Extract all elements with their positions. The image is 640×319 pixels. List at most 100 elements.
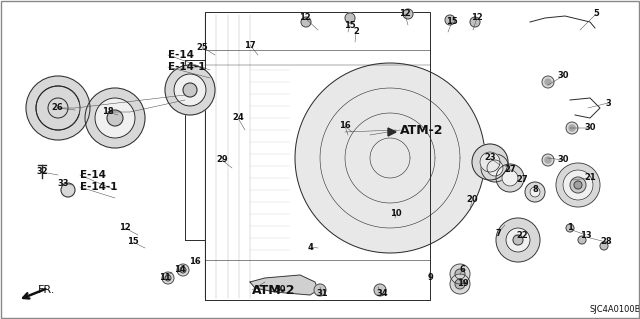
Text: 31: 31 — [316, 290, 328, 299]
Circle shape — [345, 13, 355, 23]
Circle shape — [472, 144, 508, 180]
Text: 2: 2 — [353, 27, 359, 36]
Text: 16: 16 — [339, 122, 351, 130]
Circle shape — [374, 284, 386, 296]
Polygon shape — [250, 275, 318, 295]
Text: 18: 18 — [102, 108, 114, 116]
Text: E-14: E-14 — [80, 170, 106, 180]
Circle shape — [496, 218, 540, 262]
Circle shape — [85, 88, 145, 148]
Polygon shape — [388, 128, 396, 136]
Text: 23: 23 — [484, 153, 496, 162]
Text: 11: 11 — [159, 273, 171, 283]
Circle shape — [180, 267, 186, 273]
Circle shape — [480, 152, 500, 172]
Circle shape — [525, 182, 545, 202]
Circle shape — [470, 17, 480, 27]
Text: 22: 22 — [516, 232, 528, 241]
Circle shape — [545, 79, 551, 85]
Circle shape — [545, 157, 551, 163]
Text: E-14: E-14 — [168, 50, 194, 60]
Text: 3: 3 — [605, 99, 611, 108]
Text: 27: 27 — [516, 175, 528, 184]
Circle shape — [450, 274, 470, 294]
Text: 14: 14 — [174, 265, 186, 275]
Circle shape — [450, 264, 470, 284]
Circle shape — [569, 125, 575, 131]
Circle shape — [566, 122, 578, 134]
Circle shape — [314, 284, 326, 296]
Circle shape — [455, 279, 465, 289]
Circle shape — [177, 264, 189, 276]
Circle shape — [574, 181, 582, 189]
Circle shape — [506, 228, 530, 252]
Circle shape — [455, 269, 465, 279]
Circle shape — [487, 160, 503, 176]
Circle shape — [165, 65, 215, 115]
Text: SJC4A0100B: SJC4A0100B — [590, 305, 640, 314]
Text: E-14-1: E-14-1 — [168, 62, 205, 72]
Text: 28: 28 — [600, 238, 612, 247]
Circle shape — [174, 74, 206, 106]
Circle shape — [445, 15, 455, 25]
Circle shape — [295, 63, 485, 253]
Text: 13: 13 — [580, 231, 592, 240]
Text: 30: 30 — [557, 155, 569, 165]
Text: 10: 10 — [390, 210, 402, 219]
Circle shape — [162, 272, 174, 284]
Text: 12: 12 — [299, 13, 311, 23]
Text: 12: 12 — [399, 10, 411, 19]
Text: 33: 33 — [57, 179, 68, 188]
Circle shape — [61, 183, 75, 197]
Text: 9: 9 — [427, 273, 433, 283]
Text: 5: 5 — [593, 10, 599, 19]
Circle shape — [107, 110, 123, 126]
Text: 12: 12 — [471, 13, 483, 23]
Circle shape — [542, 154, 554, 166]
Text: 30: 30 — [557, 71, 569, 80]
Circle shape — [165, 275, 171, 281]
Text: 30: 30 — [275, 286, 285, 294]
Circle shape — [496, 164, 524, 192]
Text: 15: 15 — [127, 238, 139, 247]
Text: 6: 6 — [459, 265, 465, 275]
Text: E-14-1: E-14-1 — [80, 182, 118, 192]
Text: 1: 1 — [567, 224, 573, 233]
Text: 21: 21 — [584, 174, 596, 182]
Circle shape — [566, 224, 574, 232]
Text: 34: 34 — [376, 290, 388, 299]
Text: 24: 24 — [232, 114, 244, 122]
Text: 19: 19 — [457, 278, 469, 287]
Text: 26: 26 — [51, 103, 63, 113]
Text: 30: 30 — [584, 123, 596, 132]
Circle shape — [502, 170, 518, 186]
Circle shape — [95, 98, 135, 138]
Text: 20: 20 — [466, 196, 478, 204]
Circle shape — [542, 76, 554, 88]
Circle shape — [530, 187, 540, 197]
Circle shape — [26, 76, 90, 140]
Text: 15: 15 — [446, 18, 458, 26]
Text: 27: 27 — [504, 166, 516, 174]
Text: ATM-2: ATM-2 — [400, 123, 444, 137]
Text: FR.: FR. — [38, 285, 56, 295]
Text: 25: 25 — [196, 42, 208, 51]
Text: 12: 12 — [119, 224, 131, 233]
Text: 7: 7 — [495, 228, 501, 238]
Circle shape — [183, 83, 197, 97]
Circle shape — [578, 236, 586, 244]
Circle shape — [481, 154, 509, 182]
Circle shape — [563, 170, 593, 200]
Text: 4: 4 — [307, 242, 313, 251]
Text: 16: 16 — [189, 257, 201, 266]
Text: 8: 8 — [532, 184, 538, 194]
Circle shape — [600, 242, 608, 250]
Circle shape — [403, 9, 413, 19]
Text: 17: 17 — [244, 41, 256, 49]
Text: 32: 32 — [36, 167, 48, 176]
Circle shape — [556, 163, 600, 207]
Circle shape — [513, 235, 523, 245]
Circle shape — [301, 17, 311, 27]
Text: ATM-2: ATM-2 — [252, 284, 296, 296]
Text: 29: 29 — [216, 155, 228, 165]
